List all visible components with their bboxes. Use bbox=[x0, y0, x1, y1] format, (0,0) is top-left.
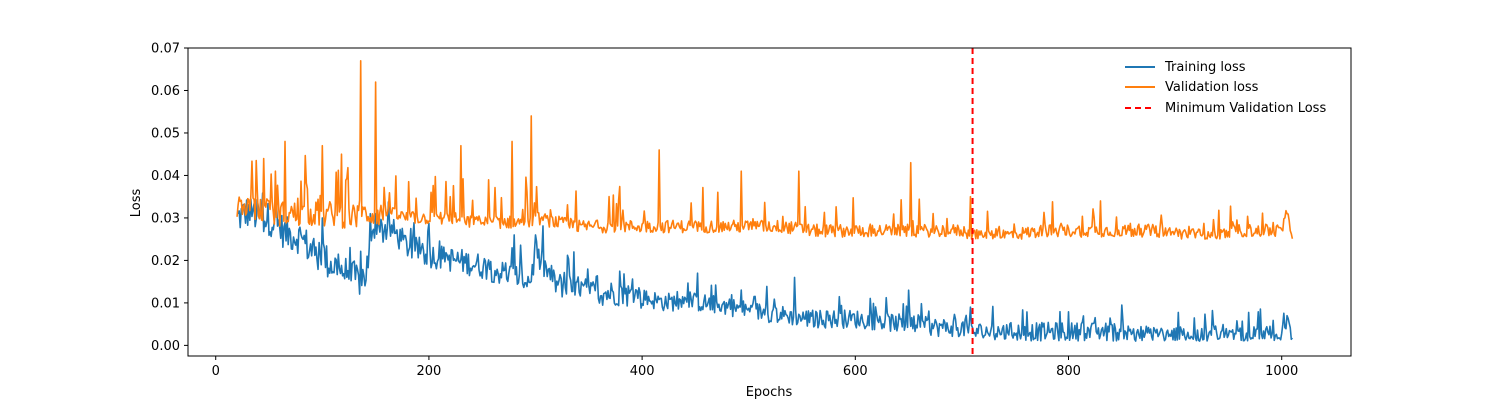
axes-layer: 0 200 400 600 800 1000 0.00 0.01 0.02 0.03 0.04 0.0… bbox=[151, 42, 1298, 380]
x-tick-label: 600 bbox=[843, 364, 868, 379]
x-tick-label: 0 bbox=[212, 364, 220, 379]
plot-frame bbox=[187, 47, 1352, 357]
y-tick-label: 0.01 bbox=[151, 296, 180, 311]
x-tick-label: 1000 bbox=[1265, 364, 1298, 379]
y-axis-title: Loss bbox=[129, 189, 144, 218]
series-line-training-loss bbox=[236, 192, 1294, 342]
y-tick-label: 0.04 bbox=[151, 169, 180, 184]
legend-label-validation: Validation loss bbox=[1165, 80, 1259, 95]
legend: Training loss Validation loss Minimum Va… bbox=[1125, 60, 1326, 116]
x-tick-label: 200 bbox=[417, 364, 442, 379]
y-tick-label: 0.05 bbox=[151, 126, 180, 141]
x-tick-label: 800 bbox=[1056, 364, 1081, 379]
y-tick-label: 0.02 bbox=[151, 254, 180, 269]
legend-label-training: Training loss bbox=[1164, 60, 1246, 75]
y-tick-label: 0.07 bbox=[151, 42, 180, 57]
series-line-validation-loss bbox=[236, 59, 1294, 240]
y-tick-label: 0.03 bbox=[151, 211, 180, 226]
legend-label-min-val-loss: Minimum Validation Loss bbox=[1165, 101, 1326, 116]
series-layer bbox=[236, 48, 1294, 356]
x-axis-title: Epochs bbox=[746, 385, 793, 400]
y-tick-label: 0.06 bbox=[151, 84, 180, 99]
y-tick-label: 0.00 bbox=[151, 339, 180, 354]
x-tick-label: 400 bbox=[630, 364, 655, 379]
